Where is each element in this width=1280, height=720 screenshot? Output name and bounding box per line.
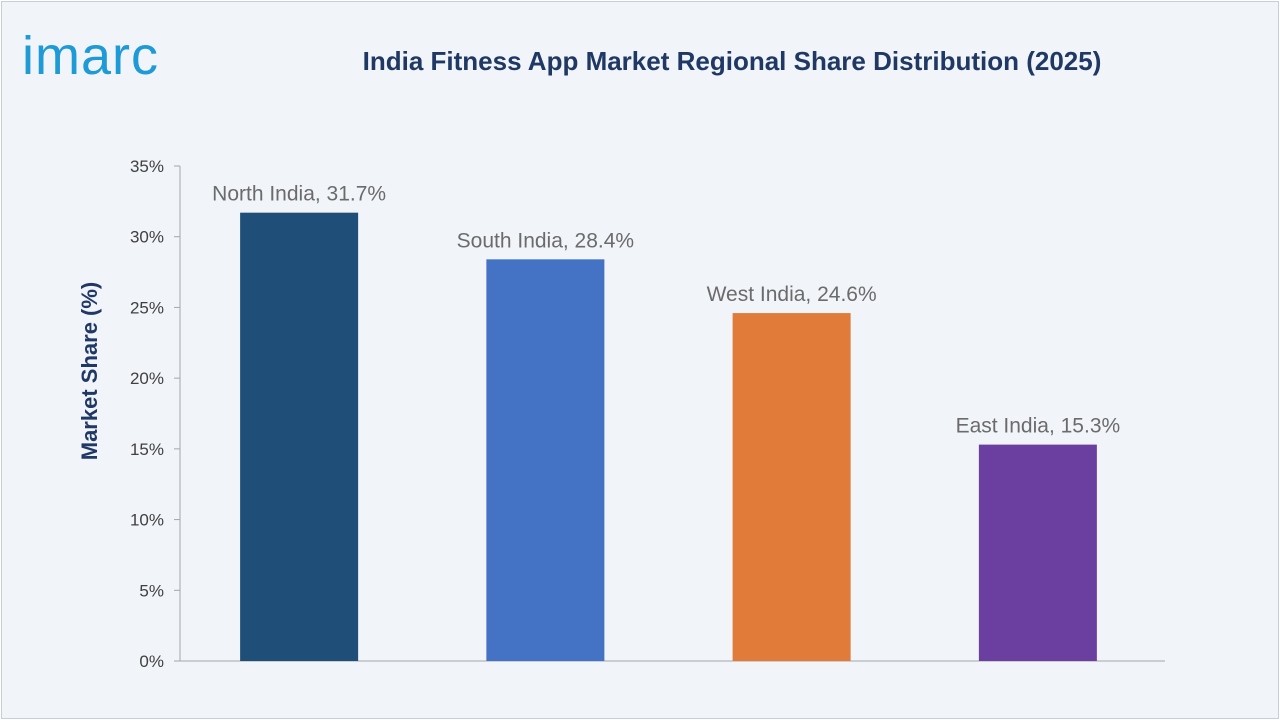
- y-axis-label: Market Share (%): [77, 282, 102, 461]
- y-tick-label: 15%: [130, 440, 164, 459]
- y-tick-label: 30%: [130, 228, 164, 247]
- data-label: South India, 28.4%: [457, 229, 634, 252]
- bar-east-india: [978, 444, 1097, 661]
- imarc-logo: imarc: [22, 26, 159, 86]
- bar-north-india: [240, 212, 359, 661]
- data-label: East India, 15.3%: [956, 415, 1121, 438]
- y-tick-label: 20%: [130, 369, 164, 388]
- chart-title: India Fitness App Market Regional Share …: [362, 46, 1102, 76]
- bar-west-india: [732, 313, 851, 661]
- data-label: North India, 31.7%: [212, 183, 386, 206]
- y-tick-label: 10%: [130, 511, 164, 530]
- chart-axes: 0% 5% 10% 15% 20% 25% 30% 35%: [130, 157, 1165, 671]
- y-tick-label: 5%: [139, 581, 164, 600]
- svg-text:imarc: imarc: [22, 26, 159, 86]
- chart-data-labels: North India, 31.7% South India, 28.4% West…: [212, 183, 1120, 438]
- chart-bars: [240, 212, 1097, 661]
- data-label: West India, 24.6%: [707, 283, 877, 306]
- y-tick-label: 0%: [139, 652, 164, 671]
- y-tick-label: 35%: [130, 157, 164, 176]
- bar-south-india: [486, 259, 605, 661]
- y-tick-label: 25%: [130, 298, 164, 317]
